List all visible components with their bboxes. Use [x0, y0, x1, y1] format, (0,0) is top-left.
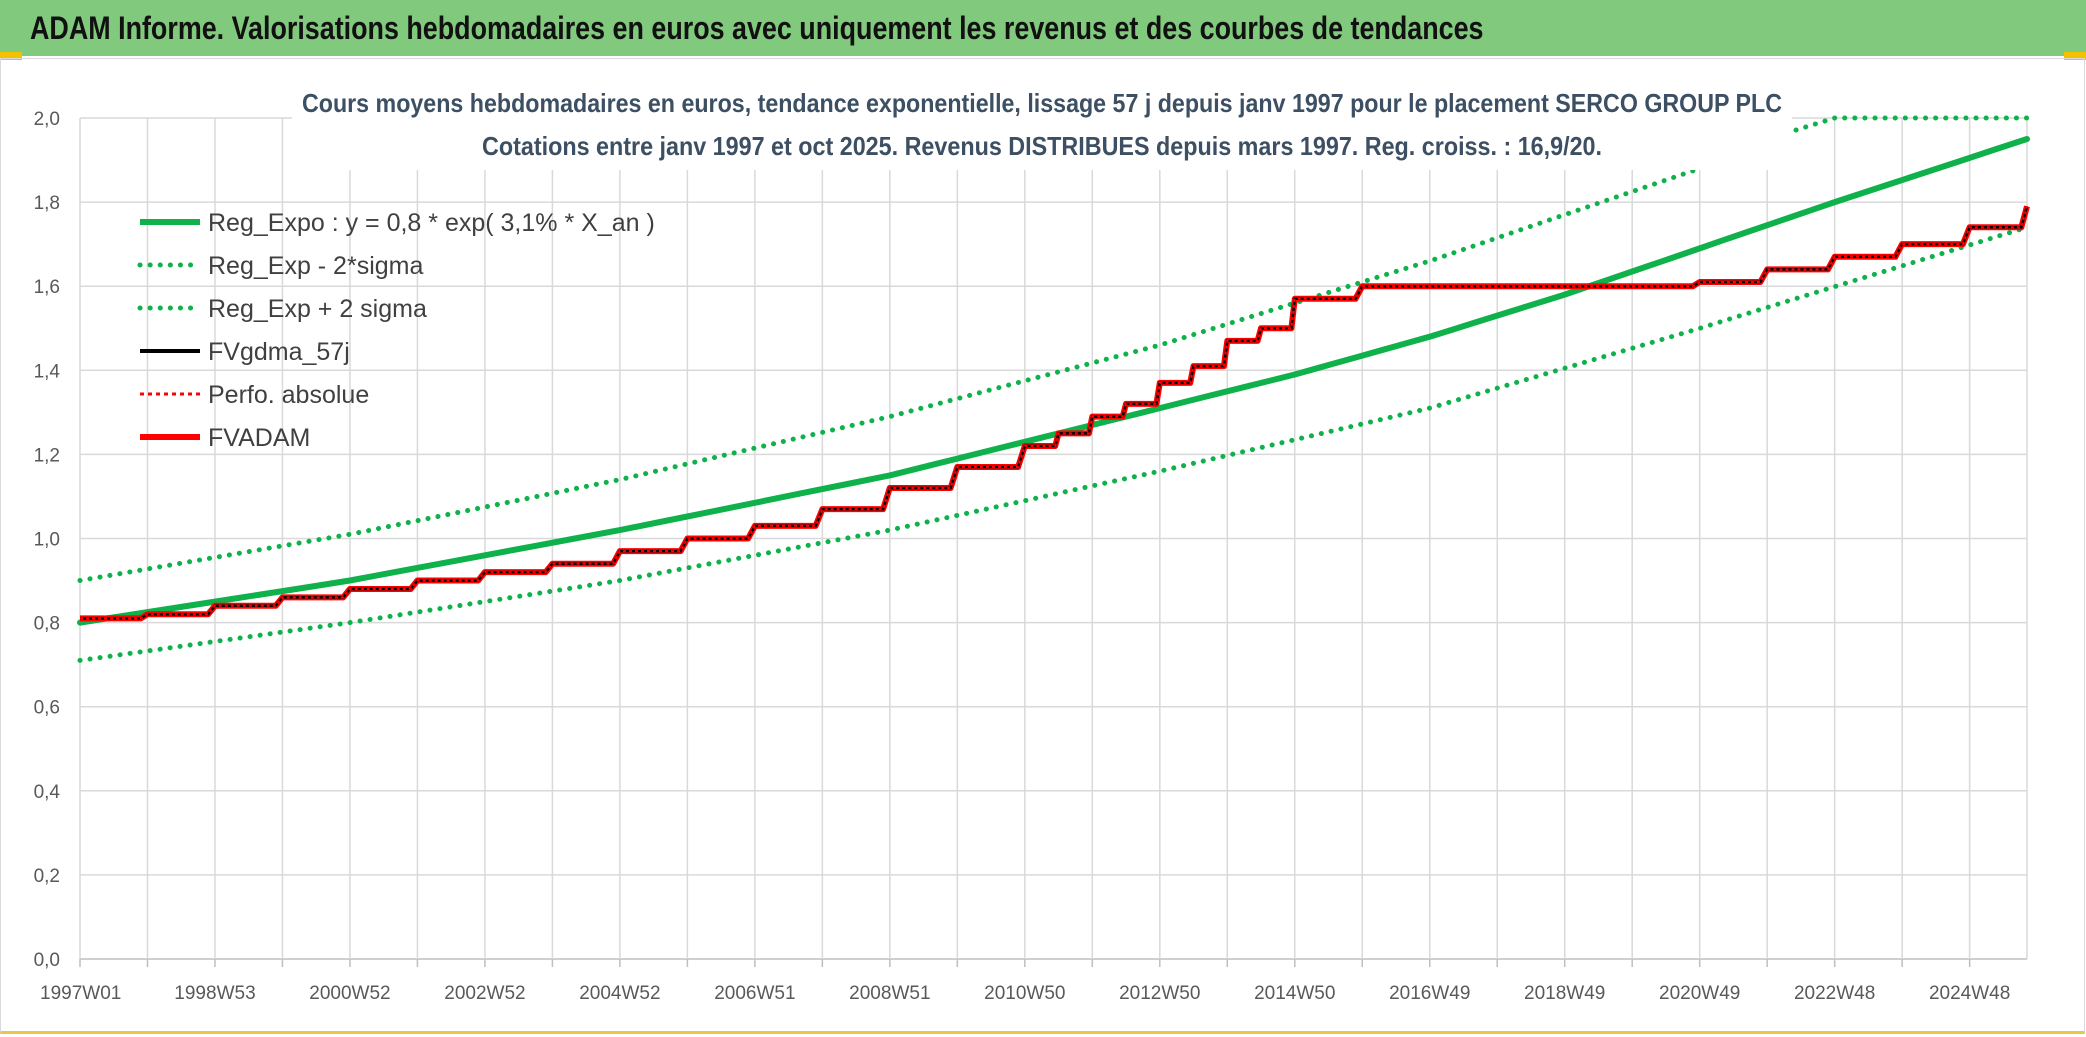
legend: Reg_Expo : y = 0,8 * exp( 3,1% * X_an ) R… — [137, 209, 655, 452]
series-perfo-absolue — [80, 206, 2028, 620]
y-tick-label: 1,8 — [34, 193, 60, 214]
x-tick-label: 2008W51 — [849, 983, 930, 1004]
x-tick-label: 2006W51 — [714, 983, 795, 1004]
x-tick-label: 2002W52 — [444, 983, 525, 1004]
legend-label: Reg_Expo : y = 0,8 * exp( 3,1% * X_an ) — [208, 209, 655, 237]
legend-label: FVADAM — [208, 424, 310, 452]
x-tick-label: 2010W50 — [984, 983, 1065, 1004]
x-tick-label: 2000W52 — [309, 983, 390, 1004]
x-tick-label: 2024W48 — [1929, 983, 2010, 1004]
y-tick-label: 1,4 — [34, 361, 61, 382]
x-tick-label: 2022W48 — [1794, 983, 1875, 1004]
chart-title-line-1: Cours moyens hebdomadaires en euros, ten… — [302, 88, 1782, 118]
x-tick-label: 2004W52 — [579, 983, 660, 1004]
legend-label: Perfo. absolue — [208, 381, 369, 409]
series-lines — [77, 115, 2030, 663]
legend-label: Reg_Exp - 2*sigma — [208, 252, 423, 280]
legend-label: Reg_Exp + 2 sigma — [208, 295, 427, 323]
x-axis-ticks: 1997W01 1998W53 2000W52 2002W52 2004W52 2006W… — [40, 983, 2010, 1004]
corner-mark-right — [2064, 52, 2086, 60]
y-tick-label: 0,8 — [34, 614, 60, 635]
banner-title: ADAM Informe. Valorisations hebdomadaire… — [30, 9, 1484, 46]
chart-frame — [0, 58, 2085, 1034]
series-reg-exp-minus-2sigma — [77, 224, 2030, 663]
grid — [79, 117, 2028, 967]
chart-title-line-2: Cotations entre janv 1997 et oct 2025. R… — [482, 131, 1602, 161]
page-banner: ADAM Informe. Valorisations hebdomadaire… — [0, 0, 2086, 56]
x-tick-label: 2012W50 — [1119, 983, 1200, 1004]
y-axis-ticks: 0,0 0,2 0,4 0,6 0,8 1,0 1,2 1,4 1,6 1,8 2,0 — [34, 109, 61, 971]
chart-title-bg — [292, 80, 1792, 170]
series-reg-exp-plus-2sigma — [77, 115, 2030, 583]
y-tick-label: 2,0 — [34, 109, 60, 130]
series-reg-expo — [77, 136, 2030, 626]
chart-title-box: Cours moyens hebdomadaires en euros, ten… — [292, 80, 1792, 170]
y-tick-label: 0,0 — [34, 950, 60, 971]
x-tick-label: 2016W49 — [1389, 983, 1470, 1004]
y-tick-label: 1,6 — [34, 277, 60, 298]
corner-mark-left — [0, 52, 22, 60]
x-tick-label: 2018W49 — [1524, 983, 1605, 1004]
x-tick-label: 2014W50 — [1254, 983, 1335, 1004]
legend-label: FVgdma_57j — [208, 338, 350, 366]
x-tick-label: 1997W01 — [40, 983, 121, 1004]
y-tick-label: 0,4 — [34, 782, 61, 803]
y-tick-label: 1,0 — [34, 530, 60, 551]
y-tick-label: 0,2 — [34, 866, 60, 887]
y-tick-label: 1,2 — [34, 445, 60, 466]
y-tick-label: 0,6 — [34, 698, 60, 719]
x-tick-label: 1998W53 — [174, 983, 255, 1004]
x-tick-label: 2020W49 — [1659, 983, 1740, 1004]
